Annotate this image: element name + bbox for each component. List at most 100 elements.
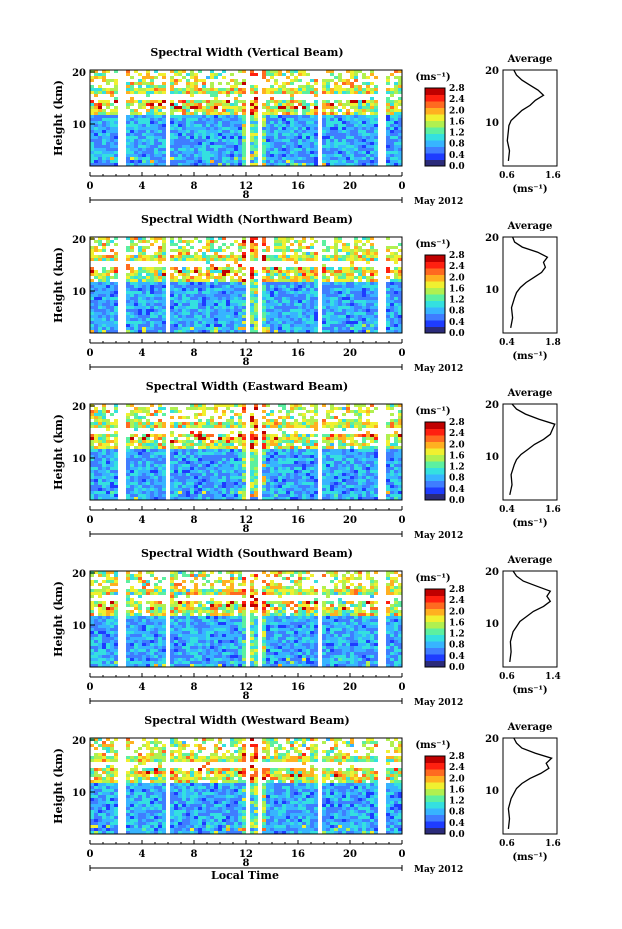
heatmap-cell — [198, 70, 202, 73]
heatmap-cell — [210, 300, 214, 303]
heatmap-cell — [242, 240, 246, 243]
heatmap-cell — [110, 112, 114, 115]
heatmap-cell — [170, 303, 174, 306]
heatmap-cell — [234, 88, 238, 91]
heatmap-cell — [218, 127, 222, 130]
heatmap-cell — [330, 270, 334, 273]
heatmap-cell — [322, 446, 326, 449]
heatmap-cell — [350, 139, 354, 142]
heatmap-cell — [190, 145, 194, 148]
heatmap-cell — [374, 148, 378, 151]
heatmap-cell — [350, 288, 354, 291]
heatmap-cell — [250, 267, 254, 270]
heatmap-cell — [278, 124, 282, 127]
heatmap-cell — [390, 404, 394, 407]
heatmap-cell — [274, 309, 278, 312]
heatmap-cell — [238, 136, 242, 139]
heatmap-cell — [374, 115, 378, 118]
heatmap-cell — [266, 109, 270, 112]
heatmap-cell — [138, 276, 142, 279]
heatmap-cell — [394, 330, 398, 333]
heatmap-cell — [358, 455, 362, 458]
heatmap-cell — [250, 243, 254, 246]
heatmap-cell — [306, 163, 310, 166]
heatmap-cell — [170, 100, 174, 103]
heatmap-cell — [130, 91, 134, 94]
heatmap-cell — [190, 70, 194, 73]
heatmap-cell — [230, 464, 234, 467]
heatmap-cell — [194, 112, 198, 115]
heatmap-cell — [90, 270, 94, 273]
heatmap-cell — [354, 106, 358, 109]
heatmap-cell — [182, 455, 186, 458]
heatmap-cell — [262, 139, 266, 142]
heatmap-cell — [190, 103, 194, 106]
heatmap-cell — [266, 291, 270, 294]
heatmap-cell — [338, 407, 342, 410]
heatmap-cell — [286, 464, 290, 467]
heatmap-cell — [390, 458, 394, 461]
heatmap-cell — [198, 464, 202, 467]
heatmap-cell — [242, 434, 246, 437]
heatmap-cell — [354, 237, 358, 240]
heatmap-cell — [206, 282, 210, 285]
average-x-label: (ms⁻¹) — [512, 351, 547, 362]
heatmap-cell — [314, 112, 318, 115]
heatmap-cell — [182, 458, 186, 461]
heatmap-cell — [162, 258, 166, 261]
heatmap-cell — [310, 118, 314, 121]
heatmap-cell — [106, 452, 110, 455]
heatmap-cell — [354, 246, 358, 249]
heatmap-cell — [398, 88, 402, 91]
heatmap-cell — [374, 446, 378, 449]
heatmap-cell — [270, 300, 274, 303]
heatmap-cell — [338, 330, 342, 333]
heatmap-cell — [342, 297, 346, 300]
heatmap-cell — [134, 282, 138, 285]
heatmap-cell — [326, 306, 330, 309]
heatmap-cell — [358, 291, 362, 294]
heatmap-cell — [278, 237, 282, 240]
heatmap-cell — [394, 88, 398, 91]
heatmap-cell — [386, 154, 390, 157]
heatmap-cell — [218, 103, 222, 106]
heatmap-cell — [94, 312, 98, 315]
heatmap-cell — [262, 416, 266, 419]
heatmap-cell — [238, 154, 242, 157]
heatmap-cell — [358, 300, 362, 303]
heatmap-cell — [262, 130, 266, 133]
heatmap-cell — [282, 255, 286, 258]
heatmap-cell — [274, 303, 278, 306]
heatmap-cell — [330, 416, 334, 419]
heatmap-cell — [326, 121, 330, 124]
heatmap-cell — [146, 291, 150, 294]
heatmap-cell — [110, 315, 114, 318]
heatmap-cell — [198, 300, 202, 303]
heatmap-cell — [142, 285, 146, 288]
heatmap-cell — [150, 103, 154, 106]
heatmap-cell — [290, 133, 294, 136]
heatmap-cell — [146, 255, 150, 258]
heatmap-cell — [282, 151, 286, 154]
heatmap-cell — [358, 458, 362, 461]
heatmap-cell — [210, 312, 214, 315]
heatmap-cell — [214, 404, 218, 407]
heatmap-cell — [234, 330, 238, 333]
heatmap-cell — [358, 148, 362, 151]
heatmap-cell — [238, 255, 242, 258]
heatmap-cell — [346, 115, 350, 118]
heatmap-cell — [206, 297, 210, 300]
heatmap-cell — [322, 285, 326, 288]
heatmap-cell — [206, 121, 210, 124]
heatmap-cell — [286, 330, 290, 333]
heatmap-cell — [226, 100, 230, 103]
heatmap-cell — [194, 437, 198, 440]
heatmap-cell — [362, 324, 366, 327]
heatmap-cell — [114, 70, 118, 73]
heatmap-cell — [286, 127, 290, 130]
heatmap-cell — [274, 312, 278, 315]
heatmap-cell — [90, 458, 94, 461]
heatmap-cell — [274, 240, 278, 243]
heatmap-cell — [250, 255, 254, 258]
heatmap-cell — [286, 413, 290, 416]
